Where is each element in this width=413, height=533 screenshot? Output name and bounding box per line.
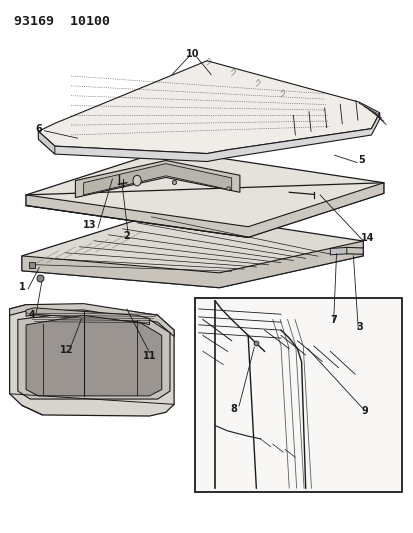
Polygon shape (26, 316, 161, 396)
Polygon shape (75, 160, 239, 198)
Text: 12: 12 (59, 345, 73, 356)
Text: 2: 2 (123, 231, 130, 241)
Polygon shape (9, 304, 174, 336)
Text: 14: 14 (360, 233, 373, 244)
Text: 93169  10100: 93169 10100 (14, 14, 109, 28)
Text: 11: 11 (142, 351, 156, 361)
Text: 10: 10 (185, 50, 199, 59)
Polygon shape (38, 131, 55, 154)
Text: 9: 9 (361, 406, 368, 416)
Text: 5: 5 (357, 156, 364, 165)
Text: 13: 13 (83, 220, 96, 230)
Polygon shape (22, 241, 362, 288)
Text: 1: 1 (19, 281, 25, 292)
Polygon shape (9, 305, 174, 416)
Circle shape (133, 175, 141, 186)
Text: 8: 8 (230, 403, 237, 414)
Polygon shape (83, 164, 231, 195)
Polygon shape (26, 150, 383, 237)
Text: 3: 3 (356, 322, 363, 333)
Polygon shape (38, 113, 379, 161)
Polygon shape (26, 183, 383, 237)
Polygon shape (22, 211, 362, 288)
Polygon shape (38, 61, 379, 154)
Polygon shape (18, 312, 170, 399)
FancyBboxPatch shape (194, 298, 401, 492)
Polygon shape (26, 308, 149, 325)
Text: 6: 6 (36, 124, 43, 134)
Polygon shape (330, 247, 346, 255)
Text: 4: 4 (29, 310, 36, 320)
Text: 7: 7 (330, 314, 336, 325)
